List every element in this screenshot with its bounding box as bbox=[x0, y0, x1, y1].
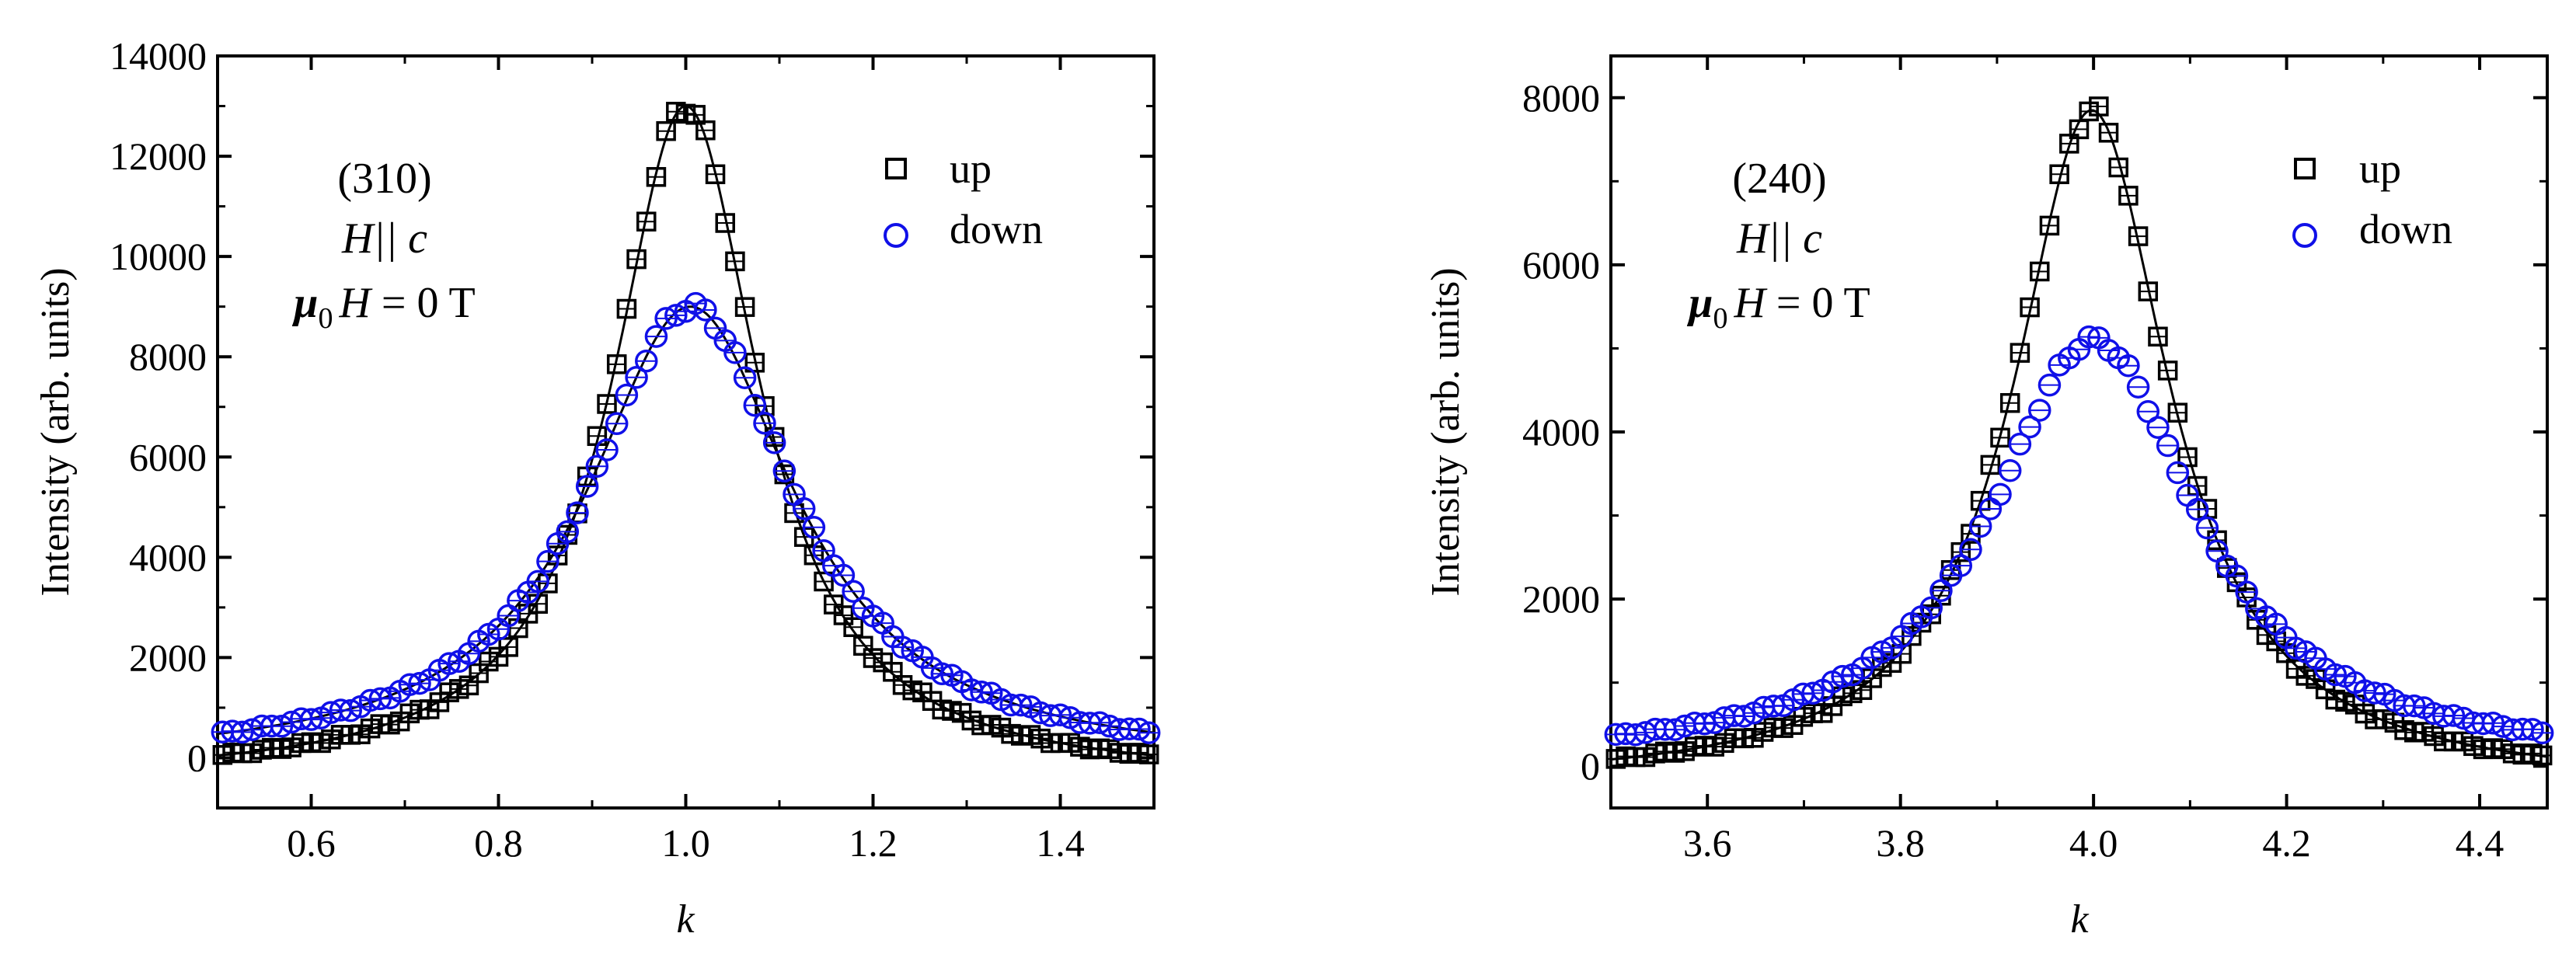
field-value-annotation: μ0 H = 0 T bbox=[291, 279, 475, 335]
x-axis-label: k bbox=[676, 897, 695, 942]
y-tick-label: 0 bbox=[187, 736, 207, 779]
field-direction-annotation: H|| c bbox=[341, 214, 427, 263]
x-tick-label: 1.0 bbox=[661, 821, 710, 865]
x-tick-label: 0.8 bbox=[474, 821, 523, 865]
y-tick-label: 12000 bbox=[110, 134, 207, 178]
legend-marker-up bbox=[885, 158, 907, 179]
y-tick-labels: 0 2000 4000 6000 8000 bbox=[1522, 76, 1600, 788]
fit-line-down bbox=[217, 305, 1155, 736]
y-axis-label: Intensity (arb. units) bbox=[33, 267, 78, 596]
y-tick-label: 8000 bbox=[1522, 76, 1600, 120]
x-tick-label: 3.8 bbox=[1876, 821, 1925, 865]
x-tick-label: 4.2 bbox=[2262, 821, 2311, 865]
x-tick-label: 1.4 bbox=[1036, 821, 1085, 865]
field-value-annotation: μ0 H = 0 T bbox=[1686, 279, 1870, 335]
y-tick-label: 2000 bbox=[1522, 577, 1600, 621]
y-tick-label: 0 bbox=[1581, 744, 1600, 788]
y-tick-label: 4000 bbox=[129, 535, 207, 579]
y-tick-label: 14000 bbox=[110, 34, 207, 78]
legend-label-down: down bbox=[950, 206, 1043, 252]
x-axis-label: k bbox=[2070, 897, 2089, 942]
y-axis-label: Intensity (arb. units) bbox=[1424, 267, 1468, 596]
legend: up down bbox=[2292, 145, 2452, 252]
y-tick-labels: 0 2000 4000 6000 8000 10000 12000 14000 bbox=[110, 34, 207, 779]
legend-label-up: up bbox=[2359, 145, 2401, 192]
y-tick-label: 10000 bbox=[110, 235, 207, 278]
chart-left: 0 2000 4000 6000 8000 10000 12000 14000 0.6 0.8 1… bbox=[33, 34, 1161, 942]
legend-label-down: down bbox=[2359, 206, 2452, 252]
y-tick-label: 4000 bbox=[1522, 410, 1600, 454]
data-points bbox=[211, 102, 1161, 765]
x-tick-labels: 3.6 3.8 4.0 4.2 4.4 bbox=[1683, 821, 2504, 865]
legend: up down bbox=[884, 145, 1043, 252]
axis-ticks bbox=[1609, 56, 2547, 808]
y-tick-label: 8000 bbox=[129, 335, 207, 378]
x-tick-label: 4.0 bbox=[2069, 821, 2118, 865]
legend-marker-down bbox=[2292, 223, 2317, 248]
y-tick-label: 6000 bbox=[1522, 243, 1600, 287]
y-tick-label: 6000 bbox=[129, 435, 207, 479]
reflection-annotation: (310) bbox=[337, 155, 431, 203]
reflection-annotation: (240) bbox=[1732, 155, 1826, 203]
x-tick-label: 0.6 bbox=[287, 821, 336, 865]
y-tick-label: 2000 bbox=[129, 635, 207, 679]
fit-lines bbox=[217, 104, 1155, 757]
data-points bbox=[1604, 96, 2554, 769]
x-tick-label: 3.6 bbox=[1683, 821, 1732, 865]
x-tick-label: 4.4 bbox=[2456, 821, 2505, 865]
field-direction-annotation: H|| c bbox=[1736, 214, 1822, 263]
legend-marker-up bbox=[2294, 158, 2316, 179]
legend-marker-down bbox=[884, 223, 908, 248]
axis-ticks bbox=[218, 54, 1154, 808]
x-tick-label: 1.2 bbox=[849, 821, 898, 865]
x-tick-labels: 0.6 0.8 1.0 1.2 1.4 bbox=[287, 821, 1085, 865]
chart-right: 0 2000 4000 6000 8000 3.6 3.8 4.0 4.2 4.4 Intens… bbox=[1424, 54, 2554, 942]
legend-label-up: up bbox=[950, 145, 992, 192]
fit-line-up bbox=[217, 104, 1155, 757]
